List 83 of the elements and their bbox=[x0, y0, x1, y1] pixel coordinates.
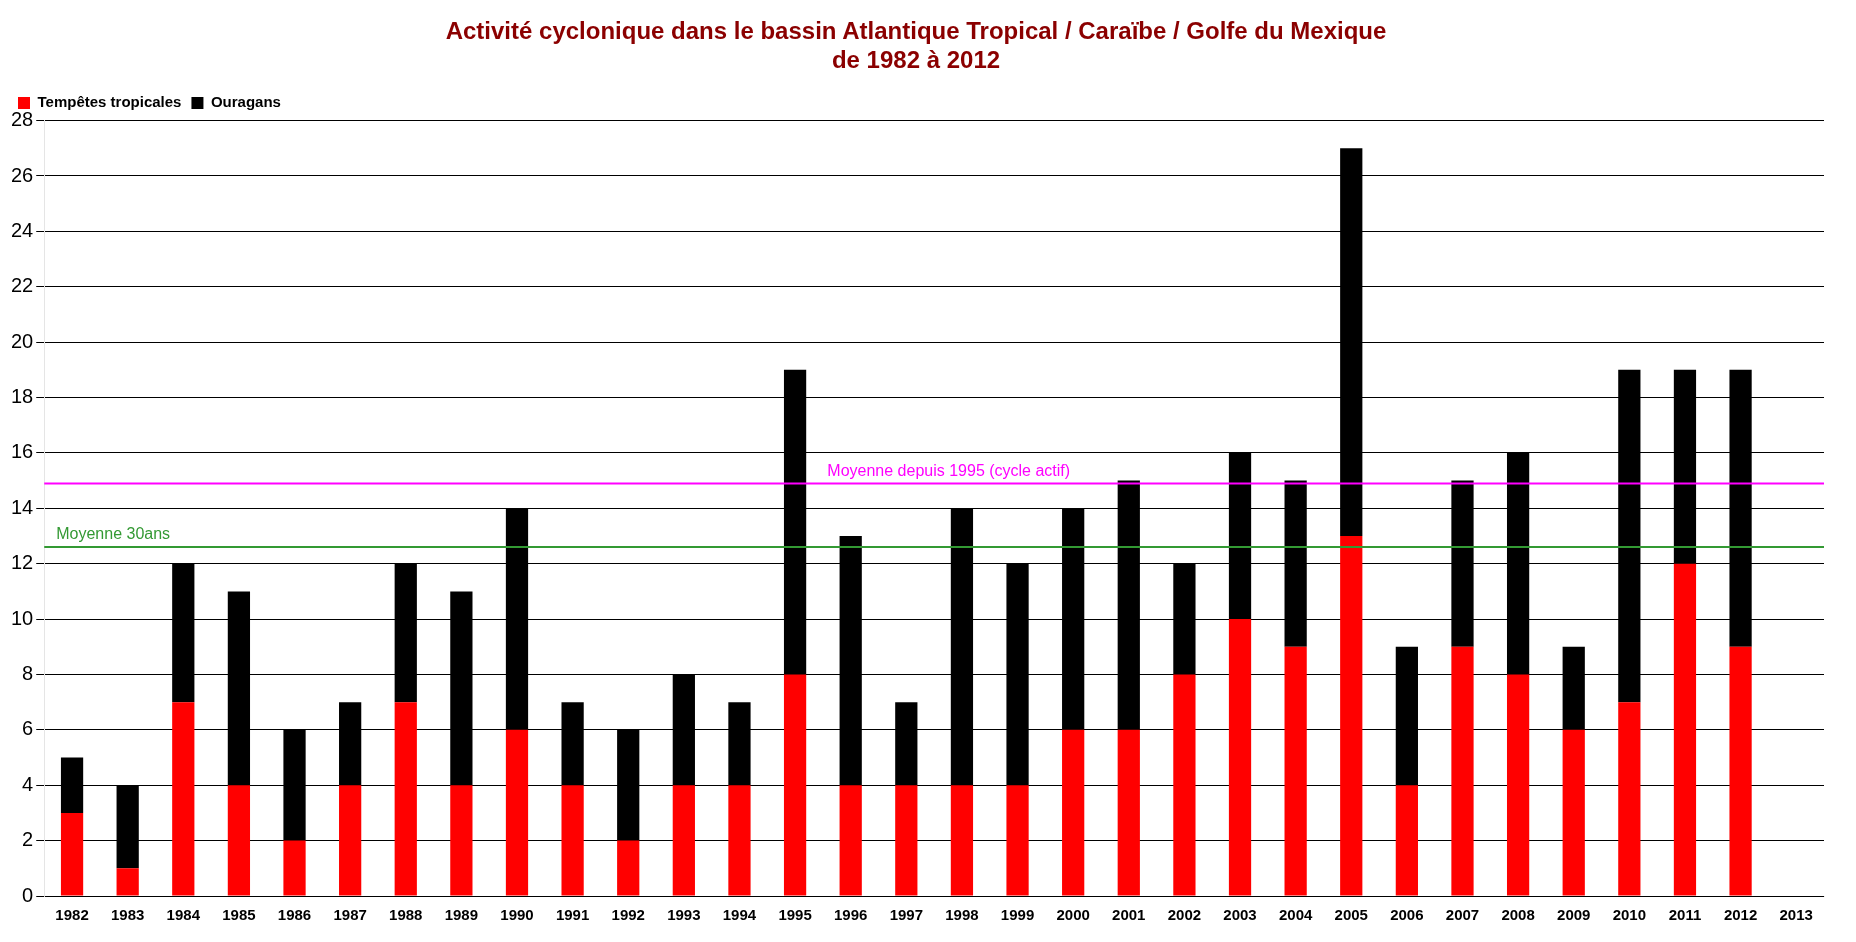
x-tick-label: 1984 bbox=[166, 906, 201, 924]
x-tick-label: 1999 bbox=[1000, 906, 1035, 924]
x-tick-label: 1998 bbox=[945, 906, 979, 924]
x-tick-label: 1982 bbox=[55, 906, 89, 924]
x-tick-label: 1993 bbox=[667, 906, 701, 924]
x-tick-label: 2009 bbox=[1557, 906, 1591, 924]
x-tick-label: 2013 bbox=[1779, 906, 1813, 924]
x-tick-label: 1997 bbox=[889, 906, 923, 924]
x-tick-label: 1985 bbox=[222, 906, 256, 924]
x-tick-label: 1994 bbox=[722, 906, 757, 924]
y-tick-label: 12 bbox=[11, 551, 34, 574]
y-tick-label: 16 bbox=[11, 440, 34, 463]
legend-label: Ouragans bbox=[210, 93, 281, 111]
y-tick-label: 20 bbox=[11, 329, 34, 352]
y-tick-label: 6 bbox=[22, 717, 34, 740]
y-tick-label: 4 bbox=[22, 772, 34, 795]
x-tick-label: 1987 bbox=[333, 906, 367, 924]
bar bbox=[1506, 674, 1530, 896]
bar bbox=[895, 785, 918, 896]
bar bbox=[672, 785, 695, 896]
bar bbox=[1395, 785, 1418, 896]
ref-line-label: Moyenne depuis 1995 (cycle actif) bbox=[827, 461, 1071, 479]
bar bbox=[1228, 619, 1252, 896]
x-tick-label: 2003 bbox=[1223, 906, 1257, 924]
bar bbox=[839, 785, 862, 896]
bar bbox=[1284, 646, 1307, 896]
bar bbox=[1006, 785, 1029, 896]
x-tick-label: 1992 bbox=[611, 906, 645, 924]
bar bbox=[1173, 674, 1196, 896]
x-tick-label: 1988 bbox=[389, 906, 423, 924]
x-tick-label: 2006 bbox=[1390, 906, 1424, 924]
bar bbox=[1340, 535, 1363, 896]
bar bbox=[450, 785, 473, 896]
bar bbox=[1729, 646, 1752, 896]
bar bbox=[1117, 729, 1140, 896]
chart-title: Activité cyclonique dans le bassin Atlantique Tropical / Caraïbe / Golfe du Mexique de 1982 à 2012 bbox=[445, 17, 1387, 73]
x-tick-label: 1983 bbox=[110, 906, 145, 924]
x-tick-label: 2004 bbox=[1278, 906, 1313, 924]
y-tick-label: 26 bbox=[11, 163, 34, 186]
bar bbox=[505, 729, 529, 896]
x-tick-label: 1991 bbox=[555, 906, 590, 924]
x-tick-label: 1996 bbox=[834, 906, 868, 924]
y-tick-label: 24 bbox=[11, 218, 34, 241]
x-tick-label: 2007 bbox=[1445, 906, 1480, 924]
x-tick-label: 2008 bbox=[1501, 906, 1535, 924]
bar bbox=[561, 785, 584, 896]
y-tick-label: 14 bbox=[11, 495, 34, 518]
y-tick-label: 10 bbox=[11, 606, 34, 629]
bar bbox=[728, 785, 751, 896]
x-tick-label: 1986 bbox=[277, 906, 312, 924]
bar bbox=[1451, 646, 1474, 896]
bar bbox=[394, 702, 417, 896]
x-tick-label: 1995 bbox=[778, 906, 812, 924]
bar bbox=[116, 868, 139, 896]
bar bbox=[1562, 729, 1585, 896]
x-tick-label: 2001 bbox=[1112, 906, 1146, 924]
ref-line-label: Moyenne 30ans bbox=[56, 525, 171, 543]
bar bbox=[60, 812, 84, 896]
x-tick-label: 2010 bbox=[1612, 906, 1647, 924]
x-tick-label: 1989 bbox=[444, 906, 479, 924]
y-tick-label: 28 bbox=[11, 108, 34, 131]
bar bbox=[1673, 563, 1697, 896]
x-tick-label: 2005 bbox=[1334, 906, 1368, 924]
bar bbox=[617, 840, 640, 896]
legend-label: Tempêtes tropicales bbox=[37, 93, 182, 111]
y-tick-label: 22 bbox=[11, 274, 34, 297]
bar bbox=[950, 785, 974, 896]
x-tick-label: 2000 bbox=[1056, 906, 1090, 924]
bar bbox=[1618, 702, 1641, 896]
y-tick-label: 2 bbox=[22, 828, 34, 851]
x-tick-label: 2012 bbox=[1723, 906, 1758, 924]
bar bbox=[172, 702, 195, 896]
bar bbox=[227, 785, 251, 896]
bar bbox=[1062, 729, 1085, 896]
y-tick-label: 8 bbox=[22, 661, 34, 684]
bar bbox=[783, 674, 807, 896]
bar bbox=[283, 840, 306, 896]
x-tick-label: 2011 bbox=[1668, 906, 1702, 924]
x-tick-label: 1990 bbox=[500, 906, 534, 924]
x-tick-label: 2002 bbox=[1167, 906, 1202, 924]
y-tick-label: 0 bbox=[22, 883, 34, 906]
bar bbox=[339, 785, 362, 896]
y-tick-label: 18 bbox=[11, 385, 34, 408]
